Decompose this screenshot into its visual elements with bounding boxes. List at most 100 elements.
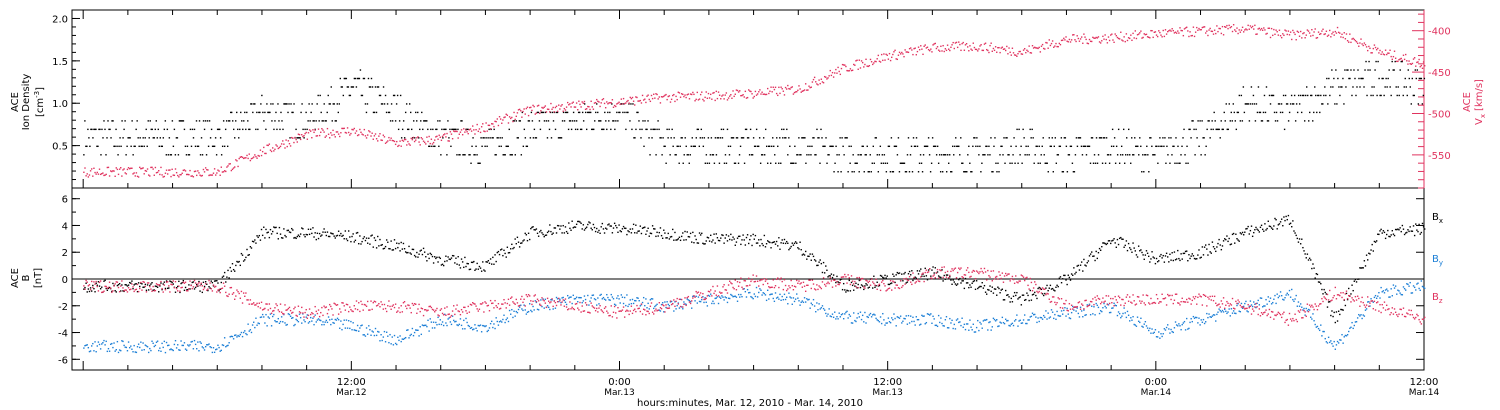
- vx-point: [213, 168, 216, 170]
- bx-point: [1082, 270, 1084, 272]
- by-point: [727, 297, 730, 299]
- bx-point: [223, 271, 226, 274]
- vx-point: [445, 136, 447, 138]
- density-point: [1402, 94, 1404, 97]
- bx-point: [630, 232, 633, 234]
- density-point: [821, 137, 823, 139]
- vx-point: [936, 46, 939, 48]
- vx-point: [440, 139, 443, 142]
- by-point: [773, 300, 776, 303]
- density-point: [972, 145, 974, 148]
- bx-point: [1035, 294, 1037, 297]
- by-point: [355, 329, 358, 332]
- vx-point: [1171, 28, 1173, 30]
- vx-point: [511, 116, 513, 119]
- density-point: [1276, 120, 1279, 122]
- vx-point: [1160, 34, 1162, 36]
- vx-point: [353, 127, 355, 130]
- bx-point: [97, 281, 100, 283]
- density-point: [788, 137, 790, 139]
- bx-point: [531, 226, 533, 229]
- by-point: [853, 312, 855, 314]
- vx-point: [1142, 36, 1144, 39]
- by-point: [860, 318, 863, 321]
- density-point: [1365, 60, 1367, 63]
- vx-point: [1221, 25, 1224, 28]
- bx-point: [610, 225, 612, 227]
- vx-point: [1104, 34, 1106, 36]
- bx-point: [758, 239, 760, 241]
- vx-point: [1191, 34, 1193, 37]
- bx-point: [714, 242, 716, 244]
- bx-point: [181, 281, 183, 284]
- density-point: [522, 145, 525, 148]
- bx-point: [1067, 274, 1069, 276]
- density-point: [738, 154, 741, 156]
- density-point: [896, 154, 899, 156]
- bx-point: [251, 240, 254, 243]
- density-point: [1245, 103, 1248, 105]
- by-point: [210, 346, 212, 349]
- bx-point: [1130, 248, 1132, 251]
- bx-point: [194, 286, 197, 289]
- vx-point: [1360, 38, 1362, 40]
- vx-point: [1013, 54, 1016, 56]
- vx-point: [831, 71, 834, 74]
- by-point: [801, 300, 804, 302]
- density-point: [202, 120, 205, 122]
- bx-point: [1305, 257, 1307, 259]
- by-point: [330, 323, 332, 326]
- vx-point: [1085, 38, 1087, 41]
- density-point: [138, 145, 140, 148]
- bx-point: [396, 242, 398, 244]
- density-point: [858, 171, 860, 173]
- vx-point: [501, 122, 503, 124]
- vx-point: [599, 105, 601, 108]
- vx-point: [288, 143, 291, 145]
- vx-point: [377, 140, 379, 142]
- bx-point: [111, 290, 113, 293]
- by-point: [1202, 318, 1205, 321]
- density-point: [354, 77, 357, 80]
- density-point: [344, 77, 347, 80]
- by-point: [855, 320, 857, 323]
- bx-point: [1332, 315, 1334, 318]
- vx-point: [663, 95, 665, 98]
- by-point: [893, 313, 895, 315]
- density-point: [201, 154, 204, 156]
- bx-point: [590, 227, 592, 229]
- vx-point: [536, 105, 539, 107]
- vx-point: [1291, 38, 1293, 41]
- by-point: [1278, 295, 1281, 297]
- by-point: [423, 324, 426, 327]
- density-point: [377, 86, 380, 88]
- bx-point: [343, 238, 345, 240]
- density-point: [1382, 77, 1384, 80]
- density-point: [394, 120, 397, 122]
- bx-point: [1241, 231, 1244, 234]
- density-point: [419, 128, 421, 131]
- density-point: [645, 128, 647, 131]
- bx-point: [487, 259, 490, 262]
- by-point: [163, 340, 166, 343]
- by-point: [518, 306, 521, 308]
- vx-point: [561, 104, 563, 106]
- vx-point: [1124, 40, 1126, 43]
- by-point: [669, 301, 672, 303]
- density-point: [927, 137, 930, 139]
- vx-point: [326, 127, 329, 130]
- vx-point: [99, 173, 102, 176]
- vx-point: [267, 144, 269, 147]
- density-point: [1033, 162, 1035, 164]
- by-point: [1003, 322, 1006, 325]
- density-point: [511, 154, 513, 156]
- density-point: [316, 103, 318, 105]
- bx-point: [168, 287, 170, 289]
- bx-point: [88, 290, 91, 293]
- density-point: [1343, 103, 1345, 105]
- density-point: [1164, 137, 1166, 139]
- density-point: [1421, 103, 1424, 105]
- by-point: [1108, 311, 1111, 314]
- by-point: [1186, 317, 1188, 320]
- by-point: [704, 297, 706, 299]
